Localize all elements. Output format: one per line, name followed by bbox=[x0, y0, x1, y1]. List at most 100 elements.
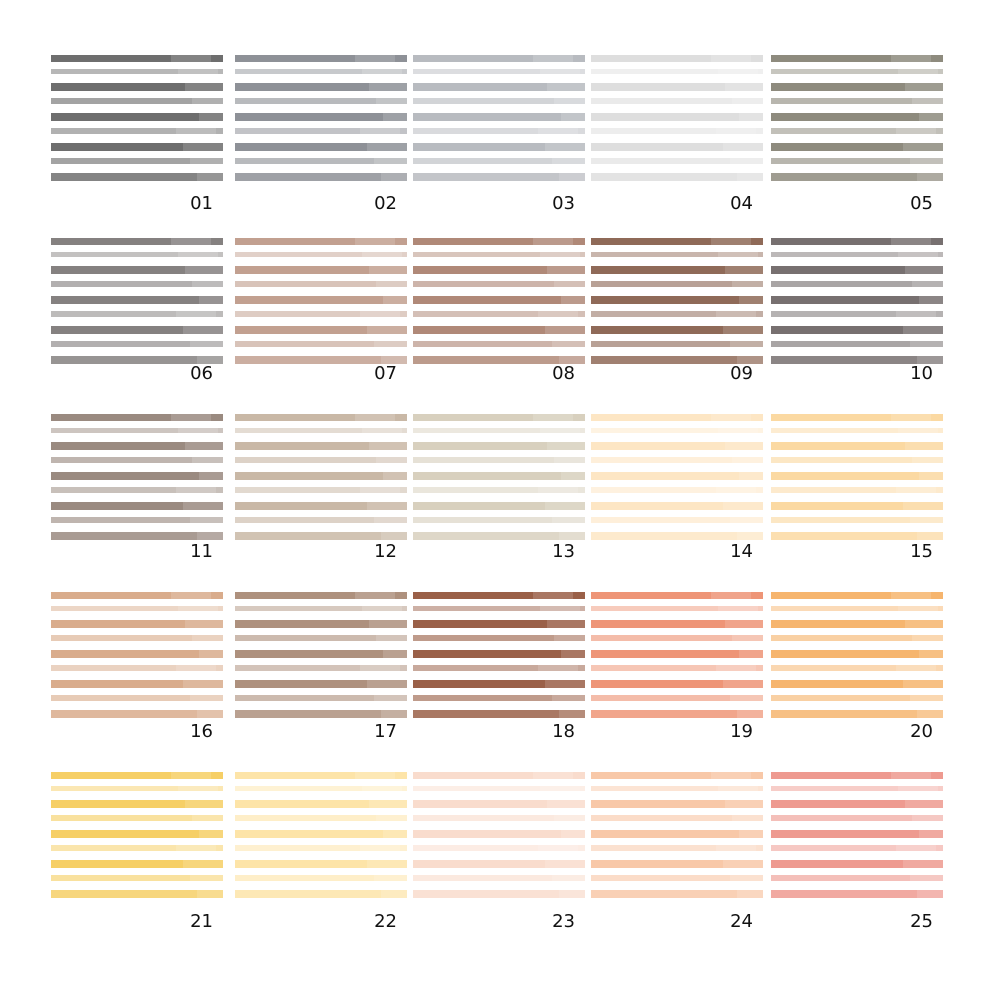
stripe-highlight bbox=[896, 128, 936, 134]
stripe bbox=[235, 341, 407, 347]
stripe bbox=[235, 238, 407, 245]
stripe bbox=[591, 356, 763, 364]
stripe-highlight bbox=[199, 830, 223, 838]
stripe bbox=[235, 487, 407, 493]
stripe bbox=[51, 266, 223, 274]
stripe-highlight bbox=[374, 875, 407, 881]
stripe bbox=[51, 487, 223, 493]
stripe bbox=[235, 252, 407, 257]
stripe bbox=[51, 710, 223, 718]
stripe-highlight bbox=[545, 860, 585, 868]
stripe-highlight bbox=[171, 592, 211, 599]
swatch-label: 10 bbox=[910, 363, 933, 384]
stripe bbox=[591, 680, 763, 688]
stripe bbox=[591, 113, 763, 121]
stripe-highlight bbox=[383, 296, 407, 304]
stripe-highlight bbox=[559, 710, 585, 718]
stripe bbox=[51, 860, 223, 868]
stripe-highlight bbox=[716, 487, 756, 493]
stripe bbox=[235, 113, 407, 121]
stripe-highlight bbox=[197, 356, 223, 364]
stripe bbox=[413, 69, 585, 74]
swatch-label: 04 bbox=[730, 193, 753, 214]
stripe bbox=[591, 55, 763, 62]
stripe bbox=[51, 517, 223, 523]
stripe bbox=[51, 815, 223, 821]
stripe-highlight bbox=[732, 635, 763, 641]
stripe bbox=[413, 800, 585, 808]
stripe bbox=[591, 326, 763, 334]
stripe bbox=[51, 875, 223, 881]
stripe bbox=[771, 635, 943, 641]
stripe-highlight bbox=[891, 238, 931, 245]
stripe bbox=[413, 665, 585, 671]
stripe bbox=[235, 158, 407, 164]
stripe bbox=[591, 830, 763, 838]
stripe-highlight bbox=[903, 860, 943, 868]
stripe-highlight bbox=[561, 296, 585, 304]
stripe-highlight bbox=[185, 620, 223, 628]
stripe bbox=[591, 472, 763, 480]
stripe-highlight bbox=[171, 772, 211, 779]
stripe-highlight bbox=[547, 800, 585, 808]
stripe bbox=[591, 890, 763, 898]
stripe bbox=[51, 650, 223, 658]
stripe-highlight bbox=[355, 772, 395, 779]
stripe-highlight bbox=[718, 69, 758, 74]
swatch-label: 01 bbox=[190, 193, 213, 214]
stripe bbox=[591, 296, 763, 304]
stripe bbox=[51, 113, 223, 121]
stripe-highlight bbox=[381, 532, 407, 540]
stripe-swatch bbox=[51, 592, 223, 718]
stripe bbox=[51, 296, 223, 304]
stripe bbox=[413, 650, 585, 658]
stripe-highlight bbox=[559, 173, 585, 181]
stripe bbox=[235, 326, 407, 334]
stripe-highlight bbox=[190, 158, 223, 164]
stripe-swatch bbox=[51, 55, 223, 181]
stripe bbox=[413, 143, 585, 151]
stripe bbox=[591, 69, 763, 74]
stripe bbox=[413, 238, 585, 245]
stripe bbox=[771, 695, 943, 701]
stripe-highlight bbox=[185, 800, 223, 808]
stripe-highlight bbox=[723, 860, 763, 868]
stripe bbox=[591, 252, 763, 257]
stripe-highlight bbox=[732, 98, 763, 104]
stripe bbox=[235, 143, 407, 151]
stripe-highlight bbox=[192, 457, 223, 463]
stripe bbox=[51, 311, 223, 317]
swatch-label: 21 bbox=[190, 911, 213, 932]
stripe bbox=[51, 665, 223, 671]
stripe-highlight bbox=[185, 266, 223, 274]
stripe-highlight bbox=[360, 128, 400, 134]
stripe-swatch bbox=[413, 414, 585, 540]
stripe-highlight bbox=[711, 55, 751, 62]
stripe bbox=[591, 800, 763, 808]
stripe-highlight bbox=[362, 69, 402, 74]
stripe-swatch bbox=[591, 55, 763, 181]
stripe-highlight bbox=[360, 845, 400, 851]
stripe-highlight bbox=[178, 252, 218, 257]
stripe bbox=[235, 472, 407, 480]
stripe-highlight bbox=[552, 517, 585, 523]
stripe-highlight bbox=[730, 875, 763, 881]
stripe bbox=[771, 860, 943, 868]
stripe bbox=[235, 845, 407, 851]
stripe-highlight bbox=[171, 55, 211, 62]
stripe bbox=[235, 620, 407, 628]
stripe bbox=[51, 457, 223, 463]
stripe-highlight bbox=[367, 860, 407, 868]
stripe-highlight bbox=[545, 680, 585, 688]
stripe-highlight bbox=[737, 532, 763, 540]
stripe-highlight bbox=[905, 442, 943, 450]
stripe-highlight bbox=[538, 128, 578, 134]
stripe-swatch bbox=[51, 414, 223, 540]
stripe-highlight bbox=[538, 665, 578, 671]
swatch-label: 25 bbox=[910, 911, 933, 932]
stripe-highlight bbox=[891, 772, 931, 779]
stripe-highlight bbox=[381, 356, 407, 364]
stripe bbox=[51, 428, 223, 433]
stripe bbox=[51, 890, 223, 898]
